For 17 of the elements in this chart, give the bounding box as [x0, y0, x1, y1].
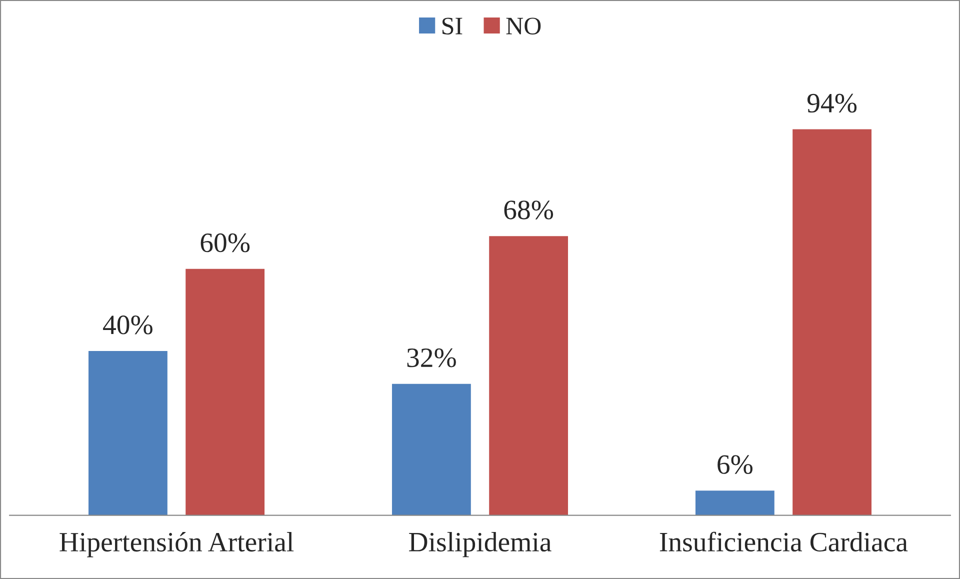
bar: [186, 268, 265, 516]
data-label: 68%: [504, 200, 554, 220]
legend-label: NO: [506, 18, 541, 34]
bar: [88, 351, 168, 516]
x-tick-label: Insuficiencia Cardiaca: [660, 532, 908, 552]
data-label: 6%: [718, 455, 752, 474]
x-tick-label: Dislipidemia: [409, 532, 552, 558]
legend-label: SI: [442, 18, 462, 34]
data-label: 32%: [407, 348, 456, 368]
x-tick-label: Hipertensión Arterial: [60, 532, 294, 558]
data-label: 94%: [807, 94, 857, 113]
data-label: 40%: [103, 316, 152, 334]
bar: [392, 384, 471, 516]
bar: [489, 236, 568, 516]
data-label: 60%: [200, 233, 250, 252]
bar: [695, 490, 774, 516]
bar: [792, 129, 872, 516]
